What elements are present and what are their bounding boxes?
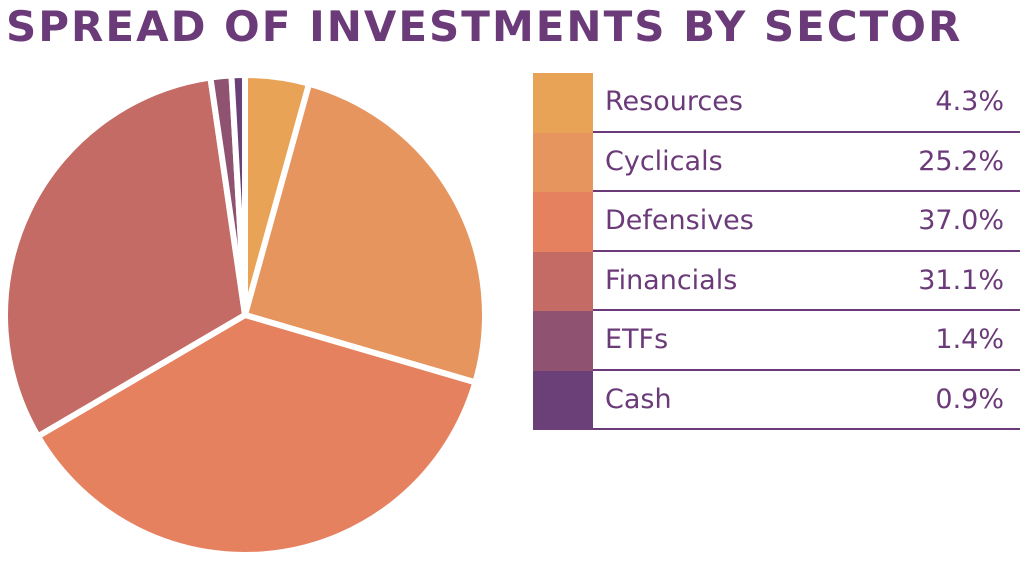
- legend-item: Cyclicals 25.2%: [533, 132, 1020, 192]
- legend-cell: Cash 0.9%: [593, 371, 1020, 430]
- legend-swatch: [533, 251, 593, 311]
- legend-item: Financials 31.1%: [533, 251, 1020, 311]
- legend-item: Resources 4.3%: [533, 73, 1020, 133]
- legend-item: ETFs 1.4%: [533, 311, 1020, 371]
- pie-chart: [2, 72, 488, 555]
- legend: Resources 4.3% Cyclicals 25.2% Defensives 3…: [533, 73, 1020, 430]
- legend-value: 0.9%: [935, 383, 1004, 415]
- legend-value: 37.0%: [918, 205, 1004, 237]
- legend-value: 25.2%: [918, 145, 1004, 177]
- legend-cell: Defensives 37.0%: [593, 192, 1020, 252]
- legend-value: 4.3%: [935, 86, 1004, 118]
- legend-cell: Financials 31.1%: [593, 252, 1020, 311]
- legend-label: Cyclicals: [605, 145, 723, 177]
- legend-value: 31.1%: [918, 264, 1004, 296]
- legend-swatch: [533, 132, 593, 192]
- legend-swatch: [533, 370, 593, 430]
- legend-label: ETFs: [605, 324, 669, 356]
- legend-label: Cash: [605, 383, 672, 415]
- legend-label: Defensives: [605, 205, 754, 237]
- legend-swatch: [533, 73, 593, 133]
- legend-swatch: [533, 311, 593, 371]
- legend-item: Defensives 37.0%: [533, 192, 1020, 252]
- legend-swatch: [533, 192, 593, 252]
- legend-value: 1.4%: [935, 324, 1004, 356]
- legend-label: Resources: [605, 86, 743, 118]
- legend-cell: ETFs 1.4%: [593, 311, 1020, 371]
- legend-label: Financials: [605, 264, 738, 296]
- legend-cell: Cyclicals 25.2%: [593, 133, 1020, 192]
- pie-slice-financials: [2, 74, 248, 440]
- legend-item: Cash 0.9%: [533, 370, 1020, 430]
- legend-cell: Resources 4.3%: [593, 73, 1020, 133]
- chart-title: SPREAD OF INVESTMENTS BY SECTOR: [6, 2, 963, 51]
- pie-slice-cyclicals: [242, 80, 488, 386]
- pie-slice-cash: [228, 72, 248, 318]
